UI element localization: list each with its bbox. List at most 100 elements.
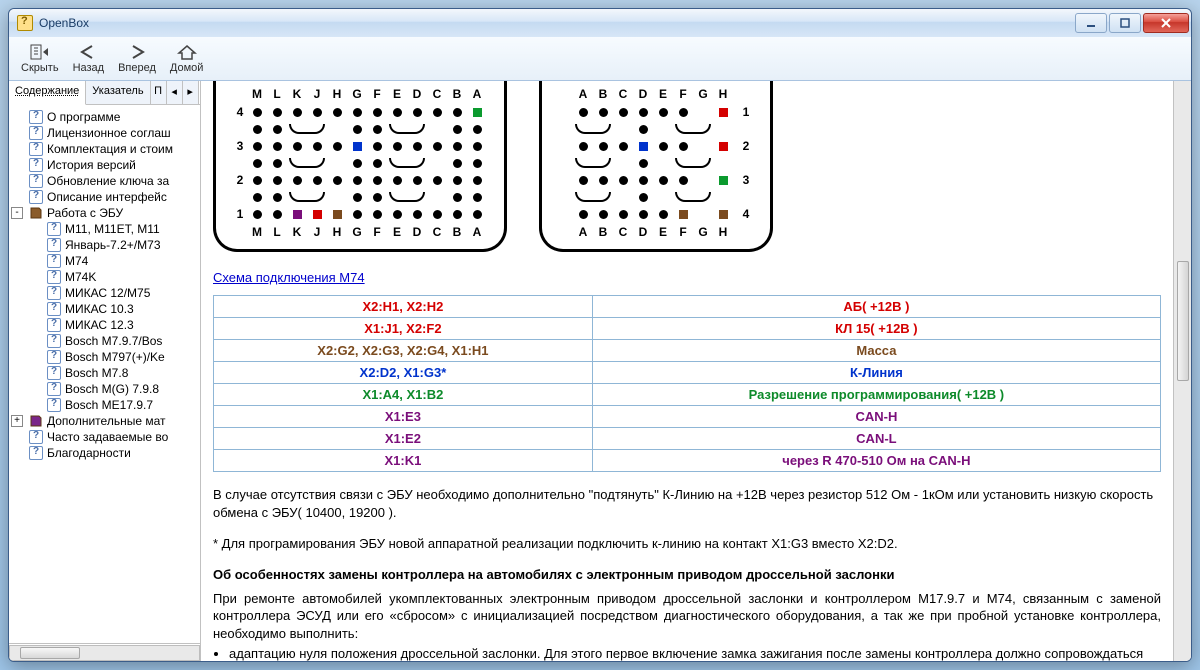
tree-item-label: Описание интерфейс bbox=[47, 190, 167, 204]
conn-row: 4 bbox=[560, 207, 752, 221]
tree-item-label: Январь-7.2+/М73 bbox=[65, 238, 161, 252]
help-topic-icon bbox=[47, 286, 61, 300]
expander-icon[interactable]: - bbox=[11, 207, 23, 219]
content-vscroll[interactable] bbox=[1173, 81, 1191, 661]
tree-item-label: Bosch M(G) 7.9.8 bbox=[65, 382, 159, 396]
conn-row bbox=[560, 123, 752, 135]
conn-row: 3 bbox=[234, 139, 486, 153]
tree-item[interactable]: История версий bbox=[11, 157, 198, 173]
schema-link[interactable]: Схема подключения М74 bbox=[213, 270, 365, 285]
fwd-label: Вперед bbox=[118, 62, 156, 74]
toc-tree[interactable]: О программеЛицензионное соглаш Комплектац… bbox=[9, 105, 200, 643]
tree-item[interactable]: Часто задаваемые во bbox=[11, 429, 198, 445]
hide-button[interactable]: Скрыть bbox=[15, 41, 65, 76]
help-topic-icon bbox=[29, 174, 43, 188]
tree-item[interactable]: Bosch ME17.9.7 bbox=[11, 397, 198, 413]
fwd-button[interactable]: Вперед bbox=[112, 41, 162, 76]
tree-item[interactable]: Bosch M7.9.7/Bos bbox=[11, 333, 198, 349]
tree-hscroll[interactable] bbox=[9, 643, 200, 661]
tree-item-label: Обновление ключа за bbox=[47, 174, 169, 188]
tree-item-label: Bosch M7.8 bbox=[65, 366, 128, 380]
tree-item[interactable]: Комплектация и стоим bbox=[11, 141, 198, 157]
tree-item[interactable]: Bosch M(G) 7.9.8 bbox=[11, 381, 198, 397]
tree-item[interactable]: М74 bbox=[11, 253, 198, 269]
help-topic-icon bbox=[47, 366, 61, 380]
tree-item[interactable]: Лицензионное соглаш bbox=[11, 125, 198, 141]
note-1: В случае отсутствия связи с ЭБУ необходи… bbox=[213, 486, 1161, 521]
tree-item[interactable]: О программе bbox=[11, 109, 198, 125]
tree-item-label: Благодарности bbox=[47, 446, 131, 460]
tree-item[interactable]: МИКАС 12.3 bbox=[11, 317, 198, 333]
tab-contents[interactable]: Содержание bbox=[9, 81, 86, 105]
nav-tabs: Содержание Указатель П ◂ ▸ bbox=[9, 81, 200, 105]
home-icon bbox=[177, 43, 197, 61]
fwd-icon bbox=[127, 43, 147, 61]
hide-icon bbox=[30, 43, 50, 61]
tree-item[interactable]: Bosch M7.8 bbox=[11, 365, 198, 381]
home-label: Домой bbox=[170, 62, 204, 74]
bullet-1: адаптацию нуля положения дроссельной зас… bbox=[229, 646, 1161, 661]
tab-index[interactable]: Указатель bbox=[86, 81, 150, 104]
conn-row bbox=[234, 157, 486, 169]
help-topic-icon bbox=[29, 142, 43, 156]
tree-item-label: Дополнительные мат bbox=[47, 414, 165, 428]
help-topic-icon bbox=[47, 238, 61, 252]
tree-item[interactable]: М11, М11ЕТ, М11 bbox=[11, 221, 198, 237]
tree-item[interactable]: МИКАС 12/М75 bbox=[11, 285, 198, 301]
connector-left: MLKJHGFEDCBA4321MLKJHGFEDCBA bbox=[213, 81, 507, 252]
col-labels: MLKJHGFEDCBA bbox=[248, 87, 486, 101]
help-topic-icon bbox=[29, 190, 43, 204]
tree-item[interactable]: + Дополнительные мат bbox=[11, 413, 198, 429]
table-row: X1:E3CAN-H bbox=[214, 406, 1161, 428]
help-topic-icon bbox=[29, 446, 43, 460]
tree-item[interactable]: Обновление ключа за bbox=[11, 173, 198, 189]
content-scroll[interactable]: MLKJHGFEDCBA4321MLKJHGFEDCBA ABCDEFGH123… bbox=[201, 81, 1173, 661]
tree-item[interactable]: Благодарности bbox=[11, 445, 198, 461]
conn-row bbox=[234, 191, 486, 203]
tree-item[interactable]: Bosch M797(+)/Ke bbox=[11, 349, 198, 365]
help-topic-icon bbox=[29, 110, 43, 124]
tab-nav-fwd[interactable]: ▸ bbox=[183, 81, 199, 104]
tree-item-label: История версий bbox=[47, 158, 136, 172]
table-row: X1:E2CAN-L bbox=[214, 428, 1161, 450]
conn-row: 1 bbox=[234, 207, 486, 221]
help-topic-icon bbox=[47, 334, 61, 348]
tab-search[interactable]: П bbox=[151, 81, 167, 104]
tree-item[interactable]: Описание интерфейс bbox=[11, 189, 198, 205]
tree-item-label: Комплектация и стоим bbox=[47, 142, 173, 156]
hide-label: Скрыть bbox=[21, 62, 59, 74]
help-topic-icon bbox=[29, 126, 43, 140]
tree-item-label: МИКАС 12.3 bbox=[65, 318, 134, 332]
help-topic-icon bbox=[47, 318, 61, 332]
table-row: X1:K1через R 470-510 Ом на CAN-H bbox=[214, 450, 1161, 472]
connector-diagrams: MLKJHGFEDCBA4321MLKJHGFEDCBA ABCDEFGH123… bbox=[213, 81, 1161, 252]
maximize-button[interactable] bbox=[1109, 13, 1141, 33]
expander-icon[interactable]: + bbox=[11, 415, 23, 427]
table-row: X2:G2, X2:G3, X2:G4, X1:H1Масса bbox=[214, 340, 1161, 362]
minimize-button[interactable] bbox=[1075, 13, 1107, 33]
tree-item-label: М74K bbox=[65, 270, 96, 284]
home-button[interactable]: Домой bbox=[164, 41, 210, 76]
note-2: * Для програмирования ЭБУ новой аппаратн… bbox=[213, 535, 1161, 553]
conn-row: 2 bbox=[234, 173, 486, 187]
section-heading: Об особенностях замены контроллера на ав… bbox=[213, 567, 1161, 582]
help-topic-icon bbox=[47, 270, 61, 284]
help-topic-icon bbox=[29, 430, 43, 444]
conn-row: 1 bbox=[560, 105, 752, 119]
help-topic-icon bbox=[47, 398, 61, 412]
tree-item[interactable]: М74K bbox=[11, 269, 198, 285]
help-topic-icon bbox=[47, 302, 61, 316]
tab-nav-back[interactable]: ◂ bbox=[167, 81, 183, 104]
conn-row: 4 bbox=[234, 105, 486, 119]
body: Содержание Указатель П ◂ ▸ О программеЛи… bbox=[9, 81, 1191, 661]
tree-item-label: МИКАС 12/М75 bbox=[65, 286, 150, 300]
table-row: X1:A4, X1:B2Разрешение программирования(… bbox=[214, 384, 1161, 406]
close-button[interactable] bbox=[1143, 13, 1189, 33]
back-button[interactable]: Назад bbox=[67, 41, 111, 76]
tree-item[interactable]: Январь-7.2+/М73 bbox=[11, 237, 198, 253]
content-area: MLKJHGFEDCBA4321MLKJHGFEDCBA ABCDEFGH123… bbox=[201, 81, 1191, 661]
help-topic-icon bbox=[47, 254, 61, 268]
tree-item[interactable]: -Работа с ЭБУ bbox=[11, 205, 198, 221]
tree-item-label: Лицензионное соглаш bbox=[47, 126, 171, 140]
tree-item[interactable]: МИКАС 10.3 bbox=[11, 301, 198, 317]
